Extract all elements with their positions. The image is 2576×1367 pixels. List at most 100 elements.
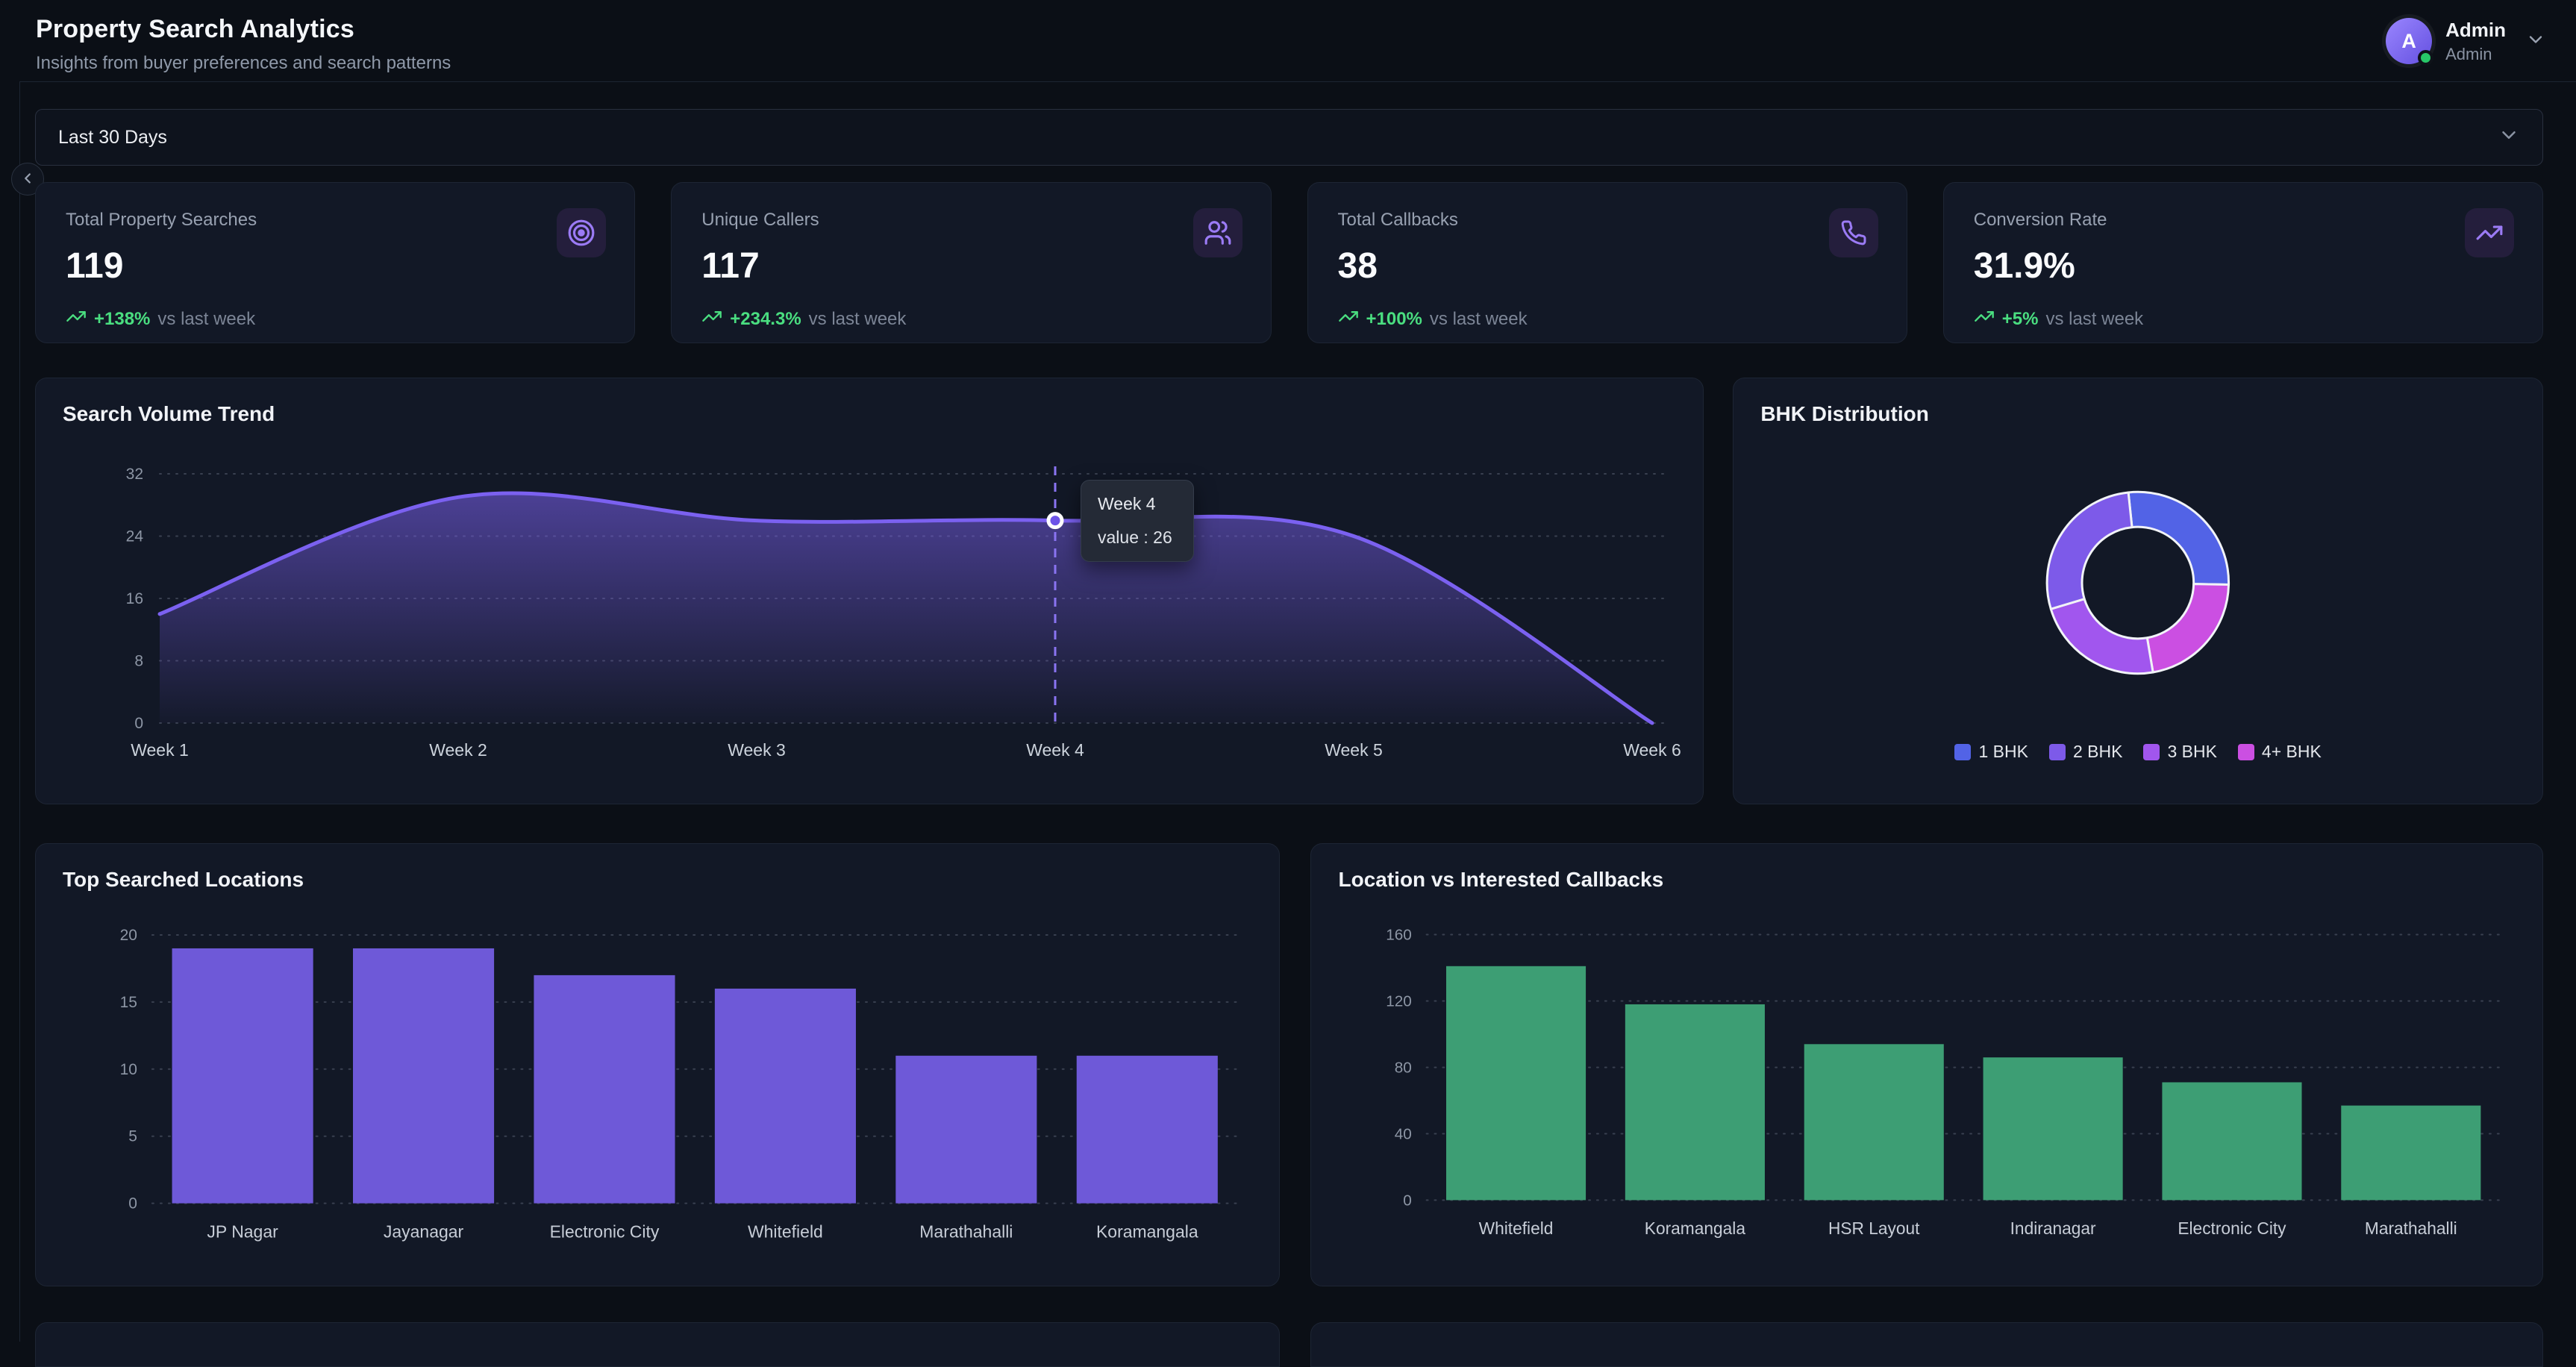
svg-text:Marathahalli: Marathahalli — [2365, 1219, 2457, 1238]
stat-value: 119 — [66, 246, 124, 286]
legend-swatch — [2237, 743, 2254, 760]
bar[interactable] — [1446, 966, 1586, 1201]
svg-text:0: 0 — [1404, 1192, 1413, 1209]
svg-text:Week 1: Week 1 — [131, 740, 189, 760]
svg-text:0: 0 — [128, 1195, 137, 1213]
stat-value: 117 — [701, 246, 760, 286]
svg-text:Electronic City: Electronic City — [550, 1222, 660, 1242]
tooltip-value: value : 26 — [1098, 528, 1172, 547]
stat-change: +138% vs last week — [66, 306, 604, 332]
legend-item: 1 BHK — [1954, 742, 2028, 762]
search-volume-trend-chart[interactable]: 0 8 16 24 32 Week 1 Week 2 Week 3 Week 4 Week 5 We… — [63, 447, 1681, 768]
svg-text:JP Nagar: JP Nagar — [207, 1222, 278, 1242]
donut-slice[interactable] — [2127, 490, 2230, 586]
legend-swatch — [1954, 743, 1972, 760]
top-searched-locations-chart[interactable]: 0 5 10 15 20 JP Nagar Jayanagar Electronic City… — [63, 905, 1252, 1282]
trending-up-icon — [1338, 306, 1359, 332]
legend-label: 2 BHK — [2072, 742, 2123, 761]
trending-up-icon — [1974, 306, 1995, 332]
legend-item: 2 BHK — [2048, 742, 2123, 762]
user-role: Admin — [2445, 44, 2492, 63]
stat-label: Conversion Rate — [1973, 210, 2107, 230]
svg-text:Koramangala: Koramangala — [1096, 1222, 1198, 1242]
bar[interactable] — [714, 988, 856, 1204]
stat-change-note: vs last week — [1429, 308, 1528, 329]
sidebar-collapse-button[interactable] — [11, 163, 44, 195]
stat-label: Total Callbacks — [1337, 210, 1458, 230]
active-point[interactable] — [1046, 512, 1064, 530]
location-vs-callbacks-card: Location vs Interested Callbacks 0 40 80 12… — [1310, 843, 2543, 1286]
bar[interactable] — [352, 948, 495, 1204]
svg-text:80: 80 — [1395, 1059, 1412, 1076]
svg-text:Marathahalli: Marathahalli — [919, 1222, 1013, 1242]
avatar[interactable]: A — [2386, 18, 2434, 66]
search-volume-trend-card: Search Volume Trend 0 8 16 24 32 Week 1 Week 2… — [35, 378, 1704, 804]
chart-legend: 1 BHK 2 BHK 3 BHK 4+ BHK — [1760, 742, 2516, 762]
bar[interactable] — [2341, 1105, 2481, 1201]
bar[interactable] — [1804, 1044, 1945, 1201]
chart-tooltip: Week 4 value : 26 — [1081, 480, 1194, 562]
partial-card — [1310, 1322, 2543, 1367]
bar[interactable] — [1983, 1057, 2124, 1201]
target-icon — [557, 208, 607, 257]
user-info: Admin Admin — [2445, 19, 2506, 64]
stat-value: 31.9% — [1973, 246, 2075, 286]
stat-change: +5% vs last week — [1974, 306, 2513, 332]
svg-text:0: 0 — [134, 715, 143, 732]
phone-icon — [1828, 208, 1878, 257]
partial-card — [35, 1322, 1281, 1367]
stat-change-pct: +138% — [94, 308, 151, 329]
page-subtitle: Insights from buyer preferences and sear… — [36, 53, 451, 73]
partial-cards-row — [35, 1322, 2543, 1367]
bhk-distribution-chart[interactable] — [1760, 435, 2516, 737]
location-vs-callbacks-chart[interactable]: 0 40 80 120 160 Whitefield Koramangala HSR Layo… — [1338, 905, 2516, 1282]
users-icon — [1192, 208, 1242, 257]
svg-text:8: 8 — [134, 653, 143, 670]
svg-text:10: 10 — [120, 1061, 137, 1078]
chevron-down-icon — [2498, 124, 2520, 151]
chart-title: BHK Distribution — [1760, 402, 1929, 425]
bar[interactable] — [534, 975, 675, 1204]
svg-text:Week 5: Week 5 — [1325, 740, 1383, 760]
bar[interactable] — [1076, 1055, 1218, 1204]
bar-chart-svg: 0 5 10 15 20 JP Nagar Jayanagar Electronic City… — [120, 927, 1239, 1242]
svg-text:Week 4: Week 4 — [1026, 740, 1084, 760]
header: Property Search Analytics Insights from … — [0, 0, 2576, 81]
avatar-initial: A — [2401, 29, 2416, 52]
bar[interactable] — [895, 1055, 1037, 1204]
svg-text:Electronic City: Electronic City — [2178, 1219, 2287, 1238]
chevron-down-icon — [2525, 29, 2546, 54]
svg-text:20: 20 — [120, 927, 137, 944]
legend-item: 3 BHK — [2143, 742, 2217, 762]
user-menu[interactable]: A Admin Admin — [2386, 18, 2546, 66]
svg-text:HSR Layout: HSR Layout — [1828, 1219, 1920, 1238]
legend-swatch — [2143, 743, 2160, 760]
date-range-select[interactable]: Last 30 Days — [35, 109, 2543, 166]
top-searched-locations-card: Top Searched Locations 0 5 10 15 20 JP Nagar J… — [35, 843, 1281, 1286]
charts-row-top: Search Volume Trend 0 8 16 24 32 Week 1 Week 2… — [35, 378, 2543, 804]
line-chart-svg: 0 8 16 24 32 Week 1 Week 2 Week 3 Week 4 Week 5 We… — [126, 466, 1681, 760]
donut-slice[interactable] — [2050, 598, 2154, 675]
bar[interactable] — [172, 948, 313, 1204]
legend-label: 1 BHK — [1978, 742, 2028, 761]
svg-text:32: 32 — [126, 466, 143, 483]
svg-text:15: 15 — [120, 994, 137, 1011]
donut-slice[interactable] — [2146, 583, 2230, 674]
stat-change: +100% vs last week — [1338, 306, 1877, 332]
donut-slice[interactable] — [2045, 491, 2133, 610]
stat-change-note: vs last week — [808, 308, 907, 329]
stat-card-total-searches: Total Property Searches 119 +138% vs las… — [35, 182, 636, 343]
chevron-left-icon — [19, 170, 36, 189]
bar[interactable] — [2162, 1082, 2302, 1201]
bar[interactable] — [1625, 1004, 1766, 1201]
user-name: Admin — [2445, 18, 2506, 41]
stat-change-pct: +100% — [1366, 308, 1422, 329]
stat-label: Unique Callers — [701, 210, 819, 230]
svg-text:Whitefield: Whitefield — [748, 1222, 823, 1242]
svg-text:Indiranagar: Indiranagar — [2010, 1219, 2096, 1238]
stat-change-pct: +234.3% — [730, 308, 801, 329]
stat-card-conversion-rate: Conversion Rate 31.9% +5% vs last week — [1942, 182, 2543, 343]
online-status-dot — [2418, 50, 2434, 66]
svg-text:40: 40 — [1395, 1125, 1412, 1142]
stat-label: Total Property Searches — [66, 210, 257, 230]
